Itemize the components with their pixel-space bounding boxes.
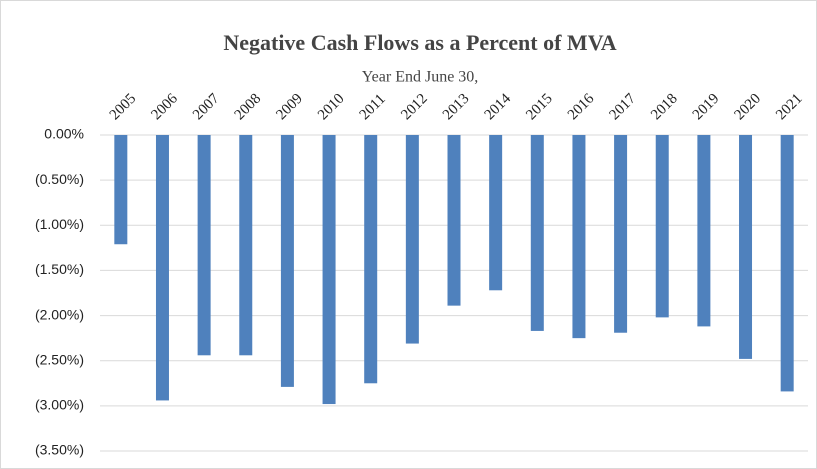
y-tick-label: (3.50%) [35,442,84,458]
bar [405,135,419,344]
bar [614,135,628,333]
bar [364,135,378,384]
bar [530,135,544,331]
bar [114,135,128,245]
bar [239,135,253,356]
bar [780,135,794,392]
bar [655,135,669,318]
y-tick-label: (1.00%) [35,216,84,232]
chart-title: Negative Cash Flows as a Percent of MVA [223,30,616,55]
bar [572,135,586,339]
bar [197,135,211,356]
bar [697,135,711,327]
bar [155,135,169,401]
bar [322,135,336,405]
bar [280,135,294,387]
y-tick-label: (2.00%) [35,306,84,322]
bar [489,135,503,291]
y-tick-label: (1.50%) [35,261,84,277]
y-tick-label: (3.00%) [35,397,84,413]
bar [447,135,461,306]
y-tick-label: 0.00% [44,126,84,142]
y-tick-label: (2.50%) [35,351,84,367]
y-tick-label: (0.50%) [35,171,84,187]
bar [739,135,753,359]
chart-subtitle: Year End June 30, [362,69,479,86]
